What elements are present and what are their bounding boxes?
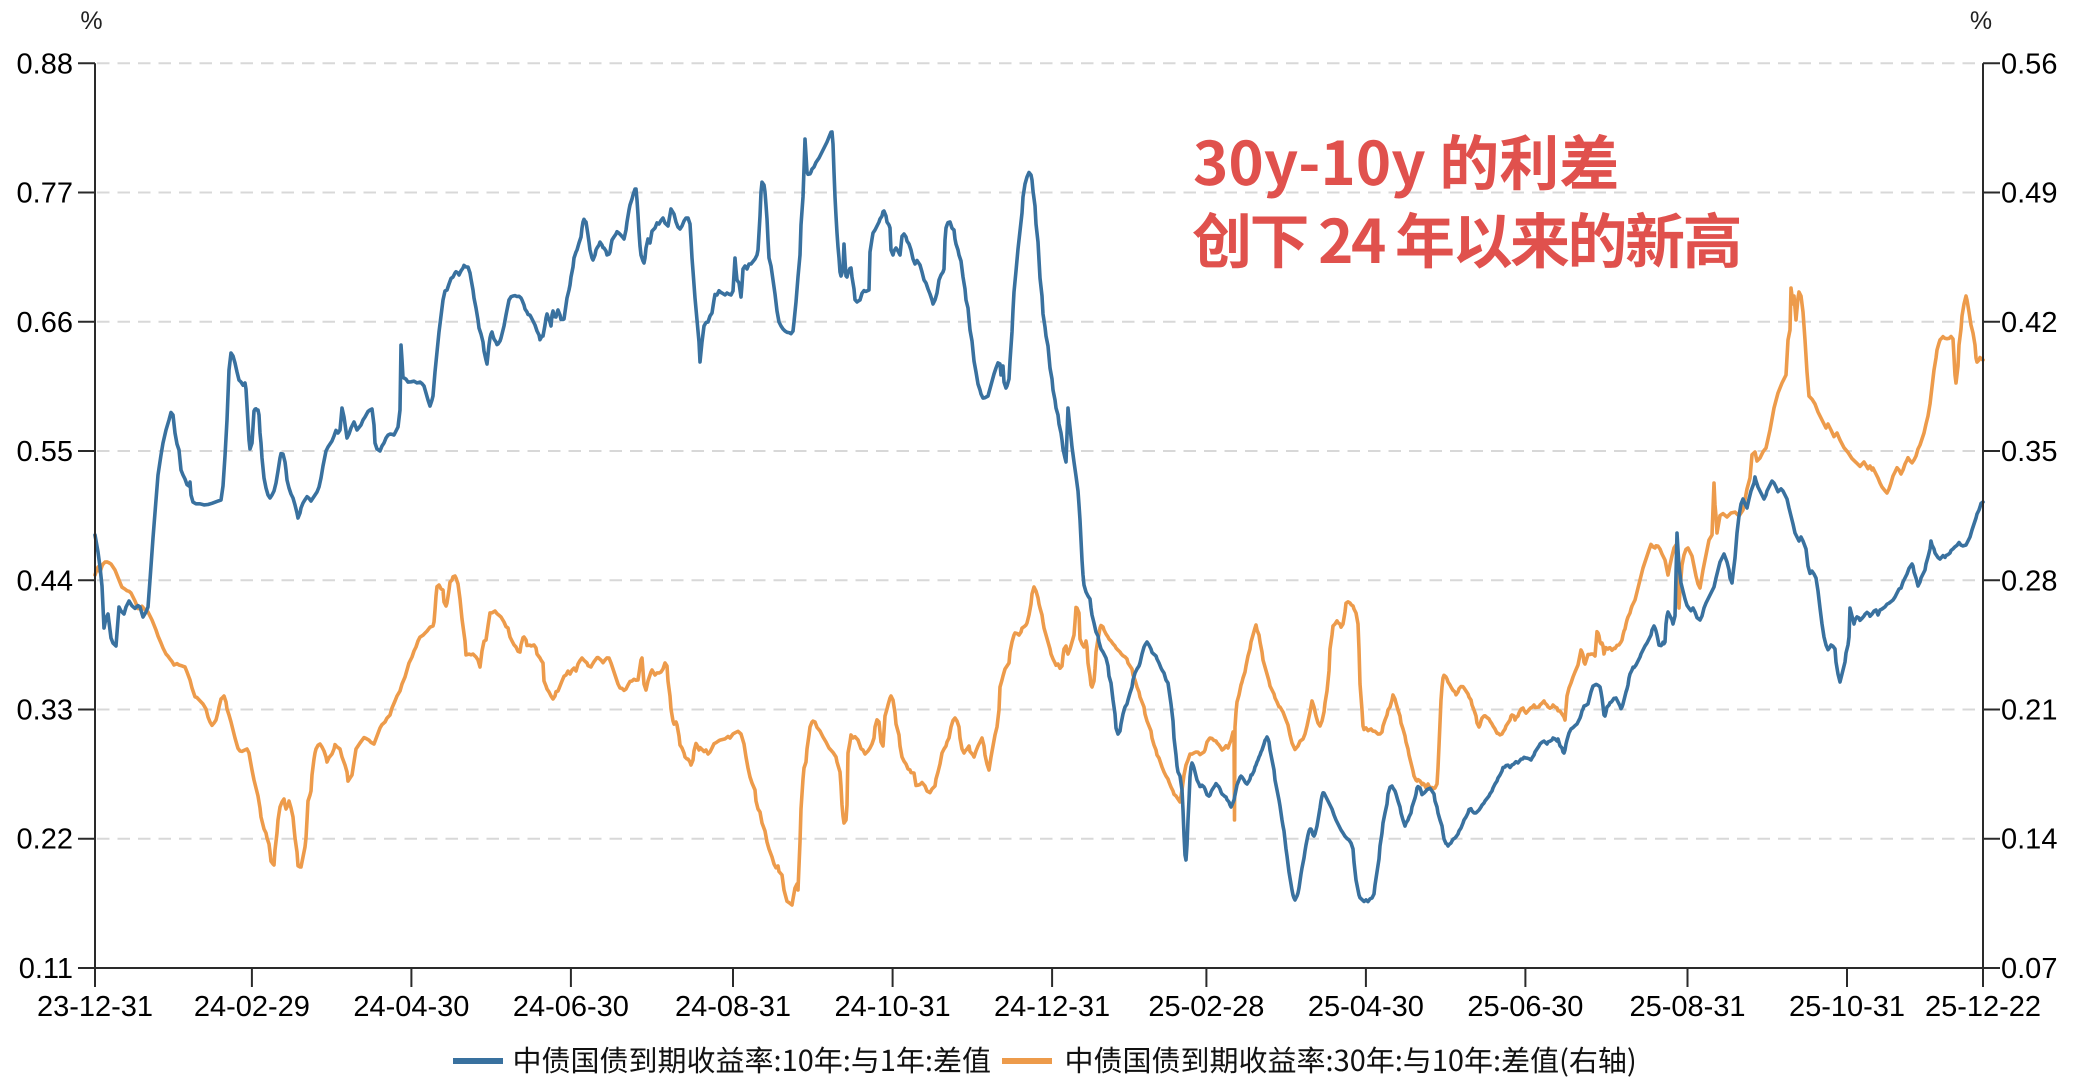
svg-text:0.42: 0.42 <box>2001 307 2057 339</box>
svg-text:0.14: 0.14 <box>2001 824 2057 856</box>
svg-text:25-10-31: 25-10-31 <box>1789 991 1905 1023</box>
svg-text:0.35: 0.35 <box>2001 436 2057 468</box>
svg-text:0.77: 0.77 <box>17 178 73 210</box>
svg-text:24-02-29: 24-02-29 <box>194 991 310 1023</box>
svg-text:24-10-31: 24-10-31 <box>835 991 951 1023</box>
svg-text:25-08-31: 25-08-31 <box>1629 991 1745 1023</box>
svg-text:%: % <box>1970 7 1992 35</box>
svg-text:24-08-31: 24-08-31 <box>675 991 791 1023</box>
svg-text:25-04-30: 25-04-30 <box>1308 991 1424 1023</box>
svg-text:0.28: 0.28 <box>2001 565 2057 597</box>
svg-text:23-12-31: 23-12-31 <box>37 991 153 1023</box>
svg-text:0.33: 0.33 <box>17 695 73 727</box>
svg-text:0.44: 0.44 <box>17 565 73 597</box>
svg-text:24-04-30: 24-04-30 <box>353 991 469 1023</box>
svg-text:24-06-30: 24-06-30 <box>513 991 629 1023</box>
svg-text:0.22: 0.22 <box>17 824 73 856</box>
svg-text:24-12-31: 24-12-31 <box>994 991 1110 1023</box>
svg-text:25-06-30: 25-06-30 <box>1467 991 1583 1023</box>
svg-text:0.55: 0.55 <box>17 436 73 468</box>
svg-text:0.66: 0.66 <box>17 307 73 339</box>
svg-text:0.07: 0.07 <box>2001 953 2057 985</box>
svg-text:0.49: 0.49 <box>2001 178 2057 210</box>
svg-text:25-12-22: 25-12-22 <box>1925 991 2041 1023</box>
svg-text:0.21: 0.21 <box>2001 695 2057 727</box>
svg-text:25-02-28: 25-02-28 <box>1148 991 1264 1023</box>
svg-text:%: % <box>80 7 102 35</box>
svg-text:0.88: 0.88 <box>17 48 73 80</box>
svg-text:0.11: 0.11 <box>19 953 73 985</box>
svg-text:0.56: 0.56 <box>2001 48 2057 80</box>
